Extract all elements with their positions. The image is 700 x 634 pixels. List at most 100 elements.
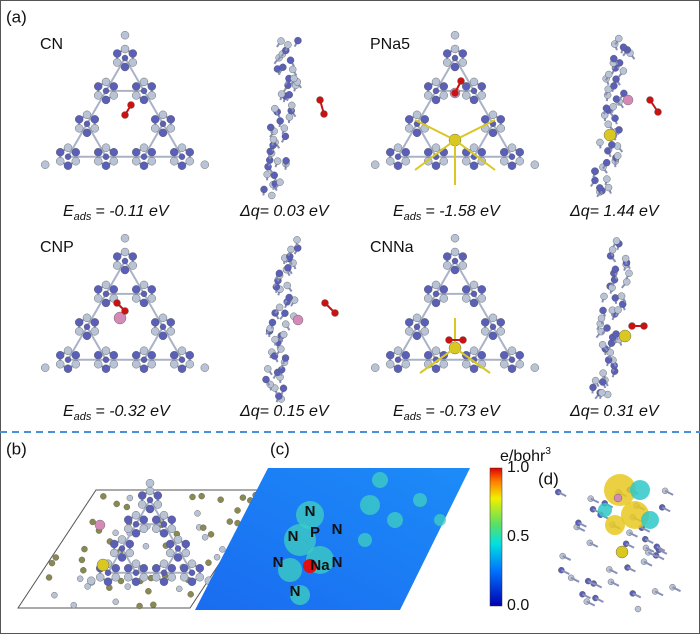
atom (151, 124, 160, 133)
atom (260, 185, 268, 194)
panel-label: (a) (6, 7, 27, 26)
atom (147, 157, 156, 166)
atom (174, 545, 182, 552)
adsorption-energy: Eads = -0.73 eV (393, 403, 501, 423)
atom (615, 545, 629, 559)
bond (656, 545, 666, 552)
atom (481, 115, 490, 124)
atom (420, 327, 429, 336)
atom (63, 161, 73, 170)
atom (603, 128, 617, 142)
atom (424, 91, 433, 100)
atom (283, 281, 291, 290)
atom (136, 602, 143, 610)
atom (288, 101, 296, 110)
atom (124, 564, 133, 573)
bond (454, 119, 496, 141)
atom (195, 573, 204, 582)
atom (603, 324, 611, 332)
atom (177, 364, 187, 373)
atom (431, 346, 441, 355)
bond (632, 592, 642, 599)
atom (152, 564, 161, 573)
atom (124, 583, 131, 590)
atom (469, 280, 479, 290)
bond (629, 531, 638, 538)
atom (268, 318, 277, 327)
atom (167, 524, 176, 533)
atom (213, 554, 221, 561)
density-map (195, 468, 470, 610)
atom (121, 111, 129, 119)
atom (458, 261, 467, 270)
atom (507, 364, 517, 373)
atom (185, 157, 194, 166)
atom (201, 534, 209, 541)
atom (470, 290, 478, 298)
atom (500, 157, 509, 166)
atom (121, 54, 129, 62)
atom (132, 351, 141, 360)
atom (109, 157, 118, 166)
atom (51, 591, 58, 599)
atom-label: Na (310, 557, 330, 574)
atom (132, 82, 141, 91)
atom (139, 77, 149, 87)
atom (167, 564, 176, 573)
atom (277, 90, 286, 98)
atom (625, 269, 633, 277)
atom (159, 511, 169, 520)
atom (152, 524, 161, 533)
bond (454, 139, 496, 171)
atom (176, 585, 183, 593)
atom (612, 330, 620, 338)
energy-value: = -0.32 eV (95, 403, 171, 420)
atom (457, 77, 465, 85)
atom (431, 364, 441, 373)
atom (611, 114, 619, 122)
atom (282, 157, 290, 165)
atom (139, 280, 149, 290)
atom (286, 56, 295, 64)
atom (151, 327, 160, 336)
atom (104, 569, 112, 576)
atom (102, 153, 110, 160)
structure-name: PNa5 (370, 36, 410, 53)
atom (56, 157, 65, 166)
atom (96, 573, 105, 582)
atom (371, 160, 380, 169)
bond (655, 554, 665, 561)
atom (83, 323, 91, 331)
atom (432, 290, 440, 298)
atom (443, 261, 452, 270)
atom (611, 294, 619, 302)
atom (153, 500, 162, 509)
atom (608, 141, 616, 149)
atom (86, 576, 96, 585)
isosurface (605, 515, 625, 535)
atom (386, 351, 395, 360)
atom-label: N (273, 554, 284, 571)
atom (488, 313, 498, 323)
atom (120, 233, 130, 243)
energy-symbol: E (63, 403, 74, 420)
atom (515, 157, 524, 166)
atom (132, 569, 140, 576)
energy-value: = -0.73 eV (425, 403, 501, 420)
atom (170, 148, 179, 157)
atom (292, 314, 304, 326)
structure-name: CNNa (370, 239, 414, 256)
atom (112, 598, 119, 606)
atom (462, 294, 471, 303)
atom (109, 148, 118, 157)
atom (477, 82, 486, 91)
atom (110, 548, 119, 558)
bond (562, 555, 572, 561)
atom (450, 233, 460, 243)
bond (643, 560, 653, 567)
atom (530, 363, 539, 372)
density-blob (290, 585, 310, 605)
atom (285, 91, 293, 99)
atom (451, 257, 459, 265)
